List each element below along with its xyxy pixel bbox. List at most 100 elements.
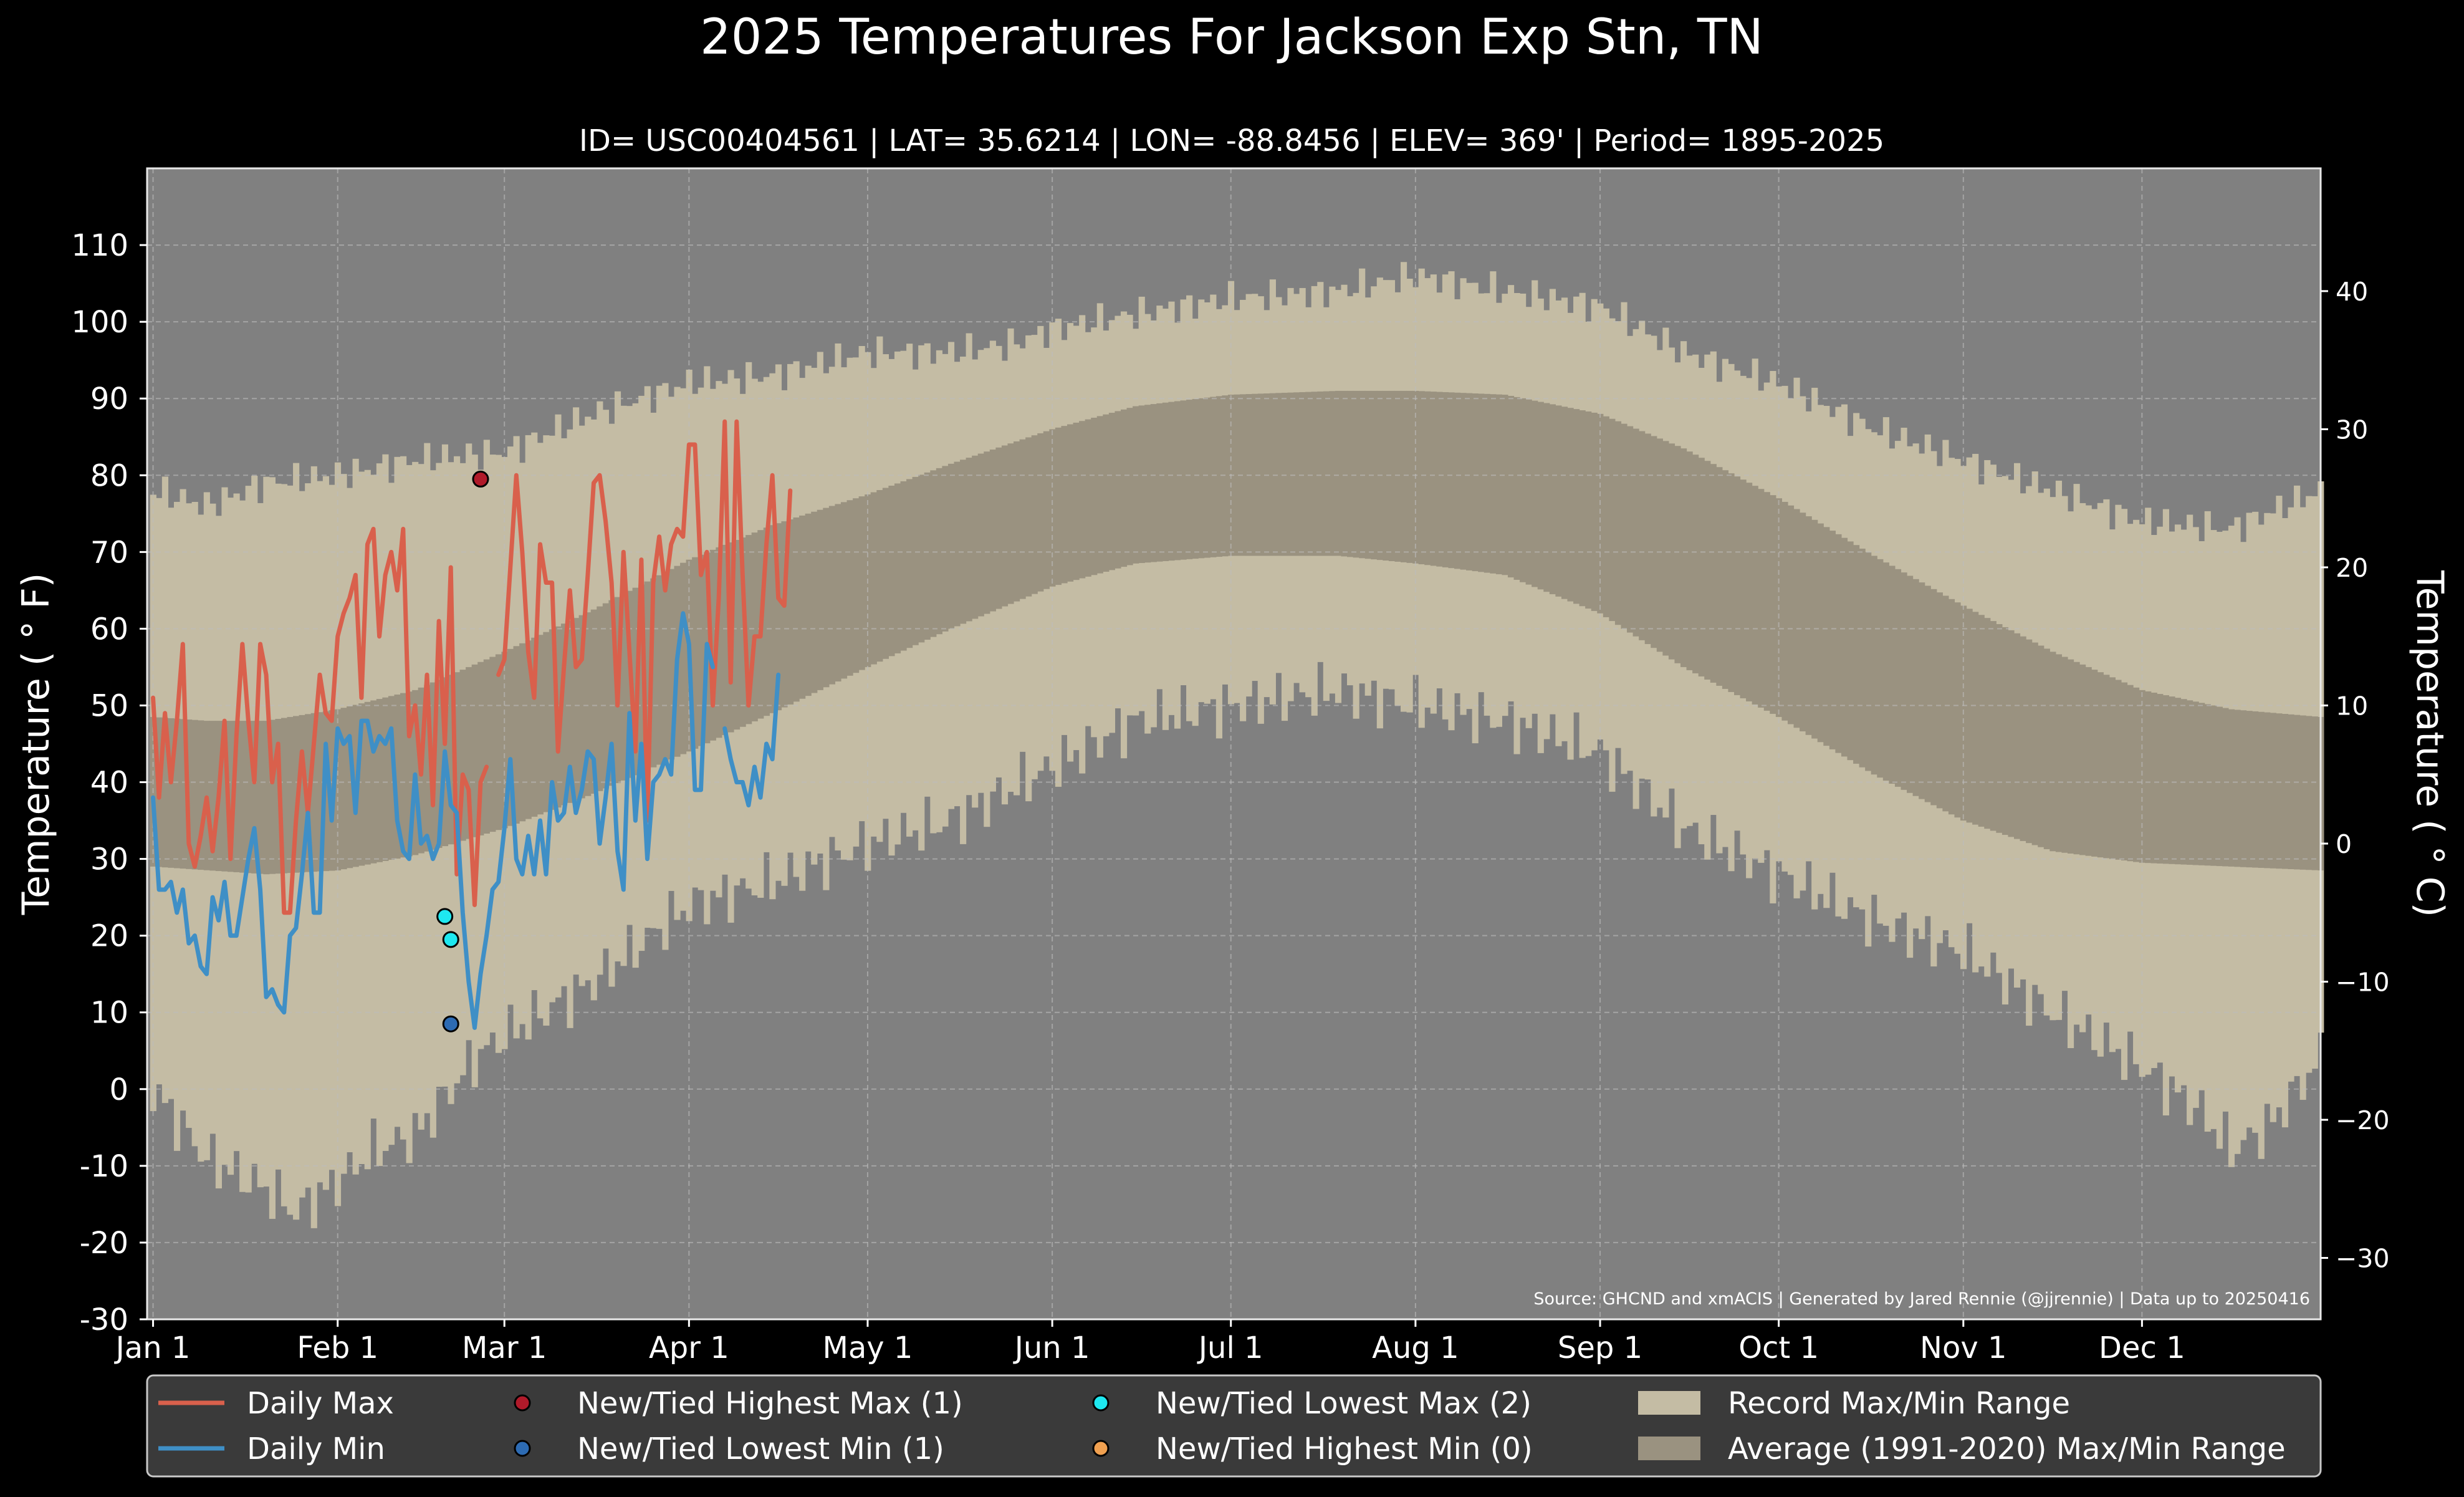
normal-range-bar	[906, 479, 913, 648]
y-tick-label-left: 90	[90, 382, 128, 416]
normal-range-bar	[299, 715, 305, 873]
normal-range-bar	[1722, 470, 1729, 689]
normal-range-bar	[1287, 392, 1294, 556]
normal-range-bar	[858, 496, 865, 670]
normal-range-bar	[716, 547, 722, 738]
y-axis-label-right: Temperature ( ° C)	[2408, 570, 2452, 917]
normal-range-bar	[1853, 545, 1860, 764]
daily-min-line	[151, 611, 781, 1030]
normal-range-bar	[1073, 422, 1080, 580]
y-tick-label-left: 70	[90, 535, 128, 570]
normal-range-bar	[2210, 705, 2217, 866]
normal-range-bar	[1460, 393, 1467, 570]
normal-range-bar	[1603, 416, 1609, 617]
normal-range-bar	[1787, 505, 1795, 724]
normal-range-bar	[2222, 708, 2229, 867]
legend: Daily Max Daily Min New/Tied Highest Max (…	[146, 1374, 2322, 1478]
normal-range-bar	[257, 721, 264, 874]
normal-range-bar	[269, 720, 276, 874]
y-tick-label-left: -30	[80, 1302, 128, 1337]
normal-range-bar	[1978, 615, 1985, 827]
normal-range-bar	[1752, 486, 1758, 705]
normal-range-bar	[745, 535, 752, 724]
x-tick-label: Dec 1	[2099, 1331, 2185, 1365]
normal-range-bar	[340, 708, 347, 870]
normal-range-bar	[805, 513, 812, 696]
normal-range-bar	[1829, 531, 1836, 749]
normal-range-bar	[1031, 435, 1038, 594]
daily-max-line	[151, 419, 793, 915]
normal-range-bar	[1430, 392, 1437, 566]
normal-range-bar	[1656, 438, 1663, 652]
normal-range-bar	[817, 509, 823, 690]
y-axis-left: -30 -20 -10 0 10 20 30 40 50 60 70 80 90 100 110	[71, 228, 147, 1337]
normal-range-bar	[2049, 652, 2056, 852]
normal-range-bar	[918, 474, 925, 643]
normal-range-bar	[251, 721, 258, 874]
y-tick-label-right: −30	[2336, 1244, 2390, 1274]
y-tick-label-left: -10	[80, 1149, 128, 1184]
normal-range-bar	[382, 697, 389, 861]
normal-range-bar	[882, 488, 889, 659]
normal-range-bar	[602, 603, 609, 789]
normal-range-bar	[376, 699, 383, 862]
normal-range-bar	[1383, 390, 1389, 561]
normal-range-bar	[2299, 715, 2306, 870]
normal-range-bar	[1948, 599, 1955, 815]
normal-range-bar	[2145, 691, 2152, 864]
normal-range-bar	[1311, 392, 1318, 556]
normal-range-bar	[2097, 672, 2104, 858]
normal-range-bar	[1674, 446, 1681, 663]
normal-range-bar	[543, 632, 550, 812]
normal-range-bar	[1800, 513, 1806, 731]
normal-range-bar	[1924, 585, 1931, 802]
normal-range-bar	[763, 527, 770, 716]
normal-range-bar	[1763, 492, 1770, 711]
normal-range-bar	[1067, 424, 1074, 582]
normal-range-bar	[1401, 390, 1407, 562]
normal-range-bar	[1823, 527, 1830, 746]
normal-range-bar	[549, 629, 556, 810]
normal-range-bar	[2228, 709, 2235, 867]
normal-range-bar	[1954, 602, 1961, 818]
normal-range-bar	[227, 721, 234, 872]
y-tick-label-right: 30	[2336, 415, 2368, 445]
normal-range-bar	[942, 466, 949, 632]
normal-range-bar	[1269, 393, 1276, 556]
normal-range-bar	[1061, 426, 1068, 584]
normal-range-bar	[477, 662, 484, 835]
normal-range-bar	[263, 721, 270, 875]
normal-range-bar	[1275, 393, 1282, 556]
normal-range-bar	[1984, 618, 1991, 829]
normal-range-bar	[1614, 421, 1622, 625]
normal-range-bar	[1591, 412, 1598, 611]
x-tick-label: Nov 1	[1920, 1331, 2006, 1365]
normal-range-bar	[1733, 476, 1741, 695]
normal-range-bar	[1007, 443, 1014, 604]
normal-range-bar	[1347, 390, 1354, 557]
y-tick-label-left: 80	[90, 458, 128, 493]
normal-range-bar	[1263, 393, 1270, 556]
y-tick-label-right: −10	[2336, 968, 2390, 998]
normal-range-bar	[2276, 713, 2283, 869]
legend-box	[146, 1374, 2322, 1478]
normal-range-bar	[1746, 483, 1753, 701]
normal-range-bar	[370, 700, 377, 864]
normal-range-bar	[1841, 537, 1848, 757]
normal-range-bar	[1644, 433, 1651, 645]
normal-range-bar	[1406, 390, 1413, 563]
normal-range-bar	[1894, 569, 1902, 787]
normal-range-bar	[1103, 414, 1110, 572]
normal-range-bar	[739, 537, 746, 727]
normal-range-bar	[1329, 391, 1336, 556]
normal-range-bar	[1174, 401, 1181, 561]
normal-range-bar	[2311, 716, 2318, 870]
normal-range-bar	[1543, 403, 1550, 592]
normal-range-bar	[1215, 396, 1222, 557]
normal-range-bar	[1781, 501, 1788, 721]
legend-swatch-patch	[1638, 1391, 1700, 1415]
legend-label: Daily Max	[247, 1386, 394, 1421]
normal-range-bar	[1448, 392, 1455, 569]
normal-range-bar	[567, 620, 573, 803]
normal-range-bar	[1353, 390, 1359, 558]
